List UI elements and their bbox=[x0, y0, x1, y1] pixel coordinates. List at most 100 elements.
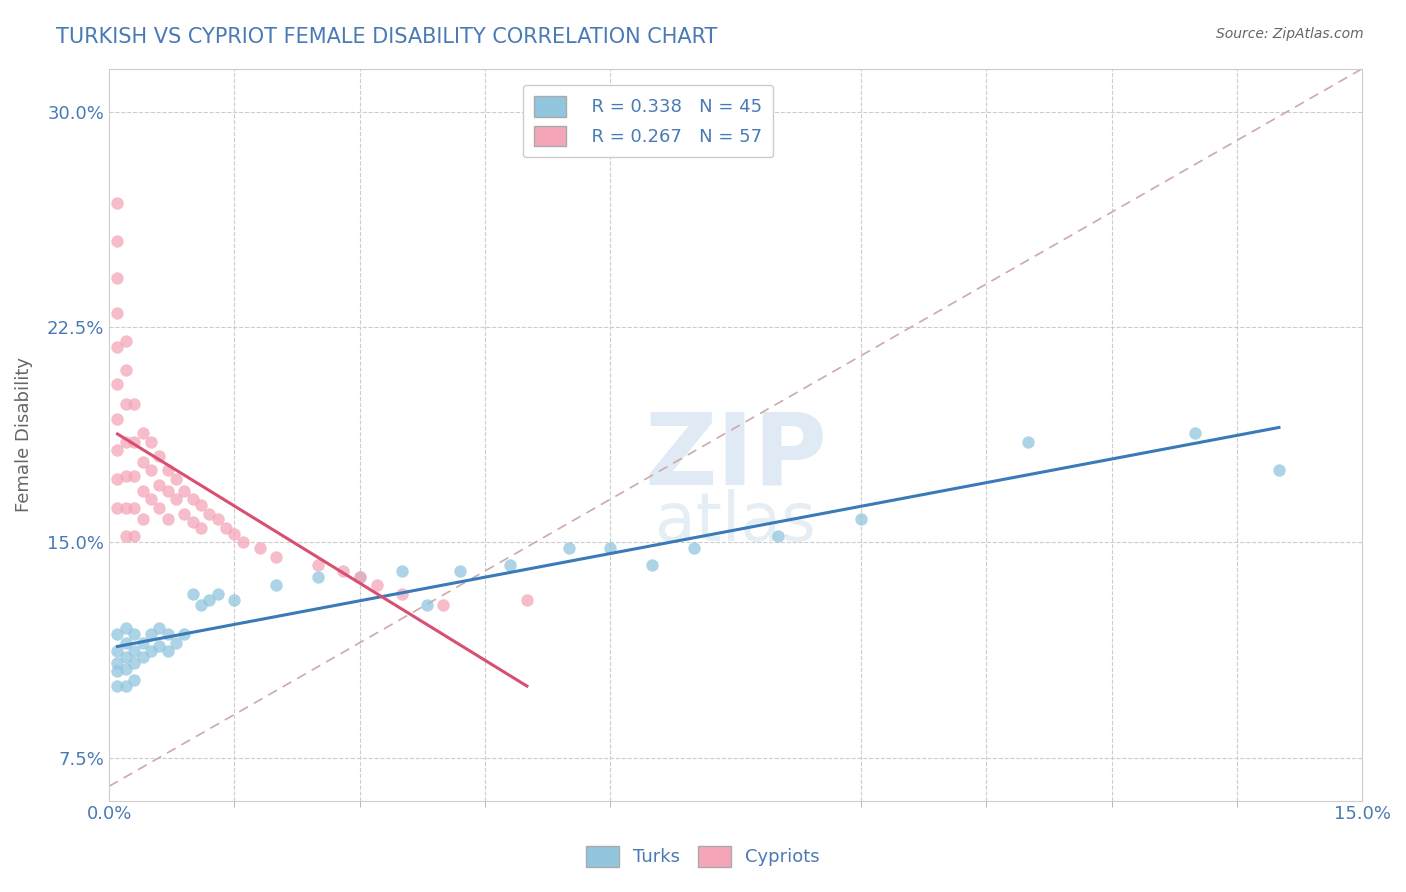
Point bbox=[114, 679, 136, 693]
Point bbox=[148, 449, 170, 463]
Point bbox=[766, 529, 789, 543]
Point bbox=[198, 507, 221, 521]
Point bbox=[349, 570, 371, 584]
Text: atlas: atlas bbox=[655, 490, 817, 556]
Point bbox=[122, 644, 145, 658]
Point bbox=[114, 469, 136, 483]
Point bbox=[107, 443, 129, 458]
Point bbox=[165, 472, 187, 486]
Point bbox=[156, 512, 179, 526]
Point bbox=[122, 434, 145, 449]
Text: TURKISH VS CYPRIOT FEMALE DISABILITY CORRELATION CHART: TURKISH VS CYPRIOT FEMALE DISABILITY COR… bbox=[56, 27, 717, 46]
Point bbox=[139, 492, 162, 507]
Point bbox=[264, 578, 287, 592]
Point bbox=[148, 478, 170, 492]
Point bbox=[114, 661, 136, 675]
Text: ZIP: ZIP bbox=[644, 408, 827, 505]
Point bbox=[114, 363, 136, 377]
Point bbox=[641, 558, 664, 573]
Point bbox=[114, 397, 136, 411]
Point bbox=[181, 515, 204, 529]
Point bbox=[107, 665, 129, 679]
Legend: Turks, Cypriots: Turks, Cypriots bbox=[579, 838, 827, 874]
Point bbox=[391, 587, 413, 601]
Point bbox=[156, 627, 179, 641]
Point bbox=[307, 558, 329, 573]
Point bbox=[107, 627, 129, 641]
Point bbox=[165, 492, 187, 507]
Point bbox=[849, 512, 872, 526]
Point bbox=[156, 463, 179, 477]
Point bbox=[107, 234, 129, 248]
Point bbox=[114, 650, 136, 665]
Point bbox=[107, 411, 129, 425]
Point bbox=[148, 621, 170, 635]
Point bbox=[148, 500, 170, 515]
Point bbox=[139, 434, 162, 449]
Point bbox=[1017, 434, 1039, 449]
Point bbox=[114, 636, 136, 650]
Point bbox=[131, 483, 153, 498]
Point bbox=[156, 644, 179, 658]
Point bbox=[131, 636, 153, 650]
Point bbox=[165, 636, 187, 650]
Point bbox=[432, 599, 454, 613]
Point bbox=[114, 434, 136, 449]
Point bbox=[332, 564, 354, 578]
Point bbox=[107, 656, 129, 670]
Point bbox=[122, 397, 145, 411]
Point bbox=[366, 578, 388, 592]
Point bbox=[114, 529, 136, 543]
Point bbox=[114, 334, 136, 349]
Point bbox=[131, 455, 153, 469]
Point bbox=[131, 512, 153, 526]
Point bbox=[114, 500, 136, 515]
Point bbox=[1184, 426, 1206, 441]
Point bbox=[683, 541, 706, 555]
Point bbox=[207, 587, 229, 601]
Point bbox=[264, 549, 287, 564]
Point bbox=[122, 529, 145, 543]
Point bbox=[156, 483, 179, 498]
Point bbox=[107, 271, 129, 285]
Point bbox=[249, 541, 271, 555]
Point bbox=[499, 558, 522, 573]
Point bbox=[307, 570, 329, 584]
Text: Source: ZipAtlas.com: Source: ZipAtlas.com bbox=[1216, 27, 1364, 41]
Point bbox=[190, 599, 212, 613]
Point bbox=[224, 526, 246, 541]
Point bbox=[107, 679, 129, 693]
Point bbox=[599, 541, 621, 555]
Point bbox=[122, 469, 145, 483]
Point bbox=[449, 564, 471, 578]
Point bbox=[114, 621, 136, 635]
Legend:   R = 0.338   N = 45,   R = 0.267   N = 57: R = 0.338 N = 45, R = 0.267 N = 57 bbox=[523, 85, 773, 157]
Point bbox=[122, 627, 145, 641]
Point bbox=[181, 587, 204, 601]
Point bbox=[415, 599, 437, 613]
Point bbox=[148, 639, 170, 653]
Point bbox=[139, 644, 162, 658]
Point bbox=[107, 340, 129, 354]
Point bbox=[107, 196, 129, 211]
Point bbox=[516, 592, 538, 607]
Point bbox=[122, 673, 145, 687]
Point bbox=[107, 305, 129, 319]
Point bbox=[224, 592, 246, 607]
Point bbox=[131, 650, 153, 665]
Point bbox=[349, 570, 371, 584]
Point bbox=[122, 656, 145, 670]
Point bbox=[232, 535, 254, 549]
Y-axis label: Female Disability: Female Disability bbox=[15, 357, 32, 512]
Point bbox=[107, 377, 129, 392]
Point bbox=[1268, 463, 1291, 477]
Point bbox=[107, 500, 129, 515]
Point bbox=[139, 627, 162, 641]
Point bbox=[190, 521, 212, 535]
Point bbox=[207, 512, 229, 526]
Point bbox=[107, 472, 129, 486]
Point bbox=[122, 500, 145, 515]
Point bbox=[557, 541, 579, 555]
Point bbox=[190, 498, 212, 512]
Point bbox=[131, 426, 153, 441]
